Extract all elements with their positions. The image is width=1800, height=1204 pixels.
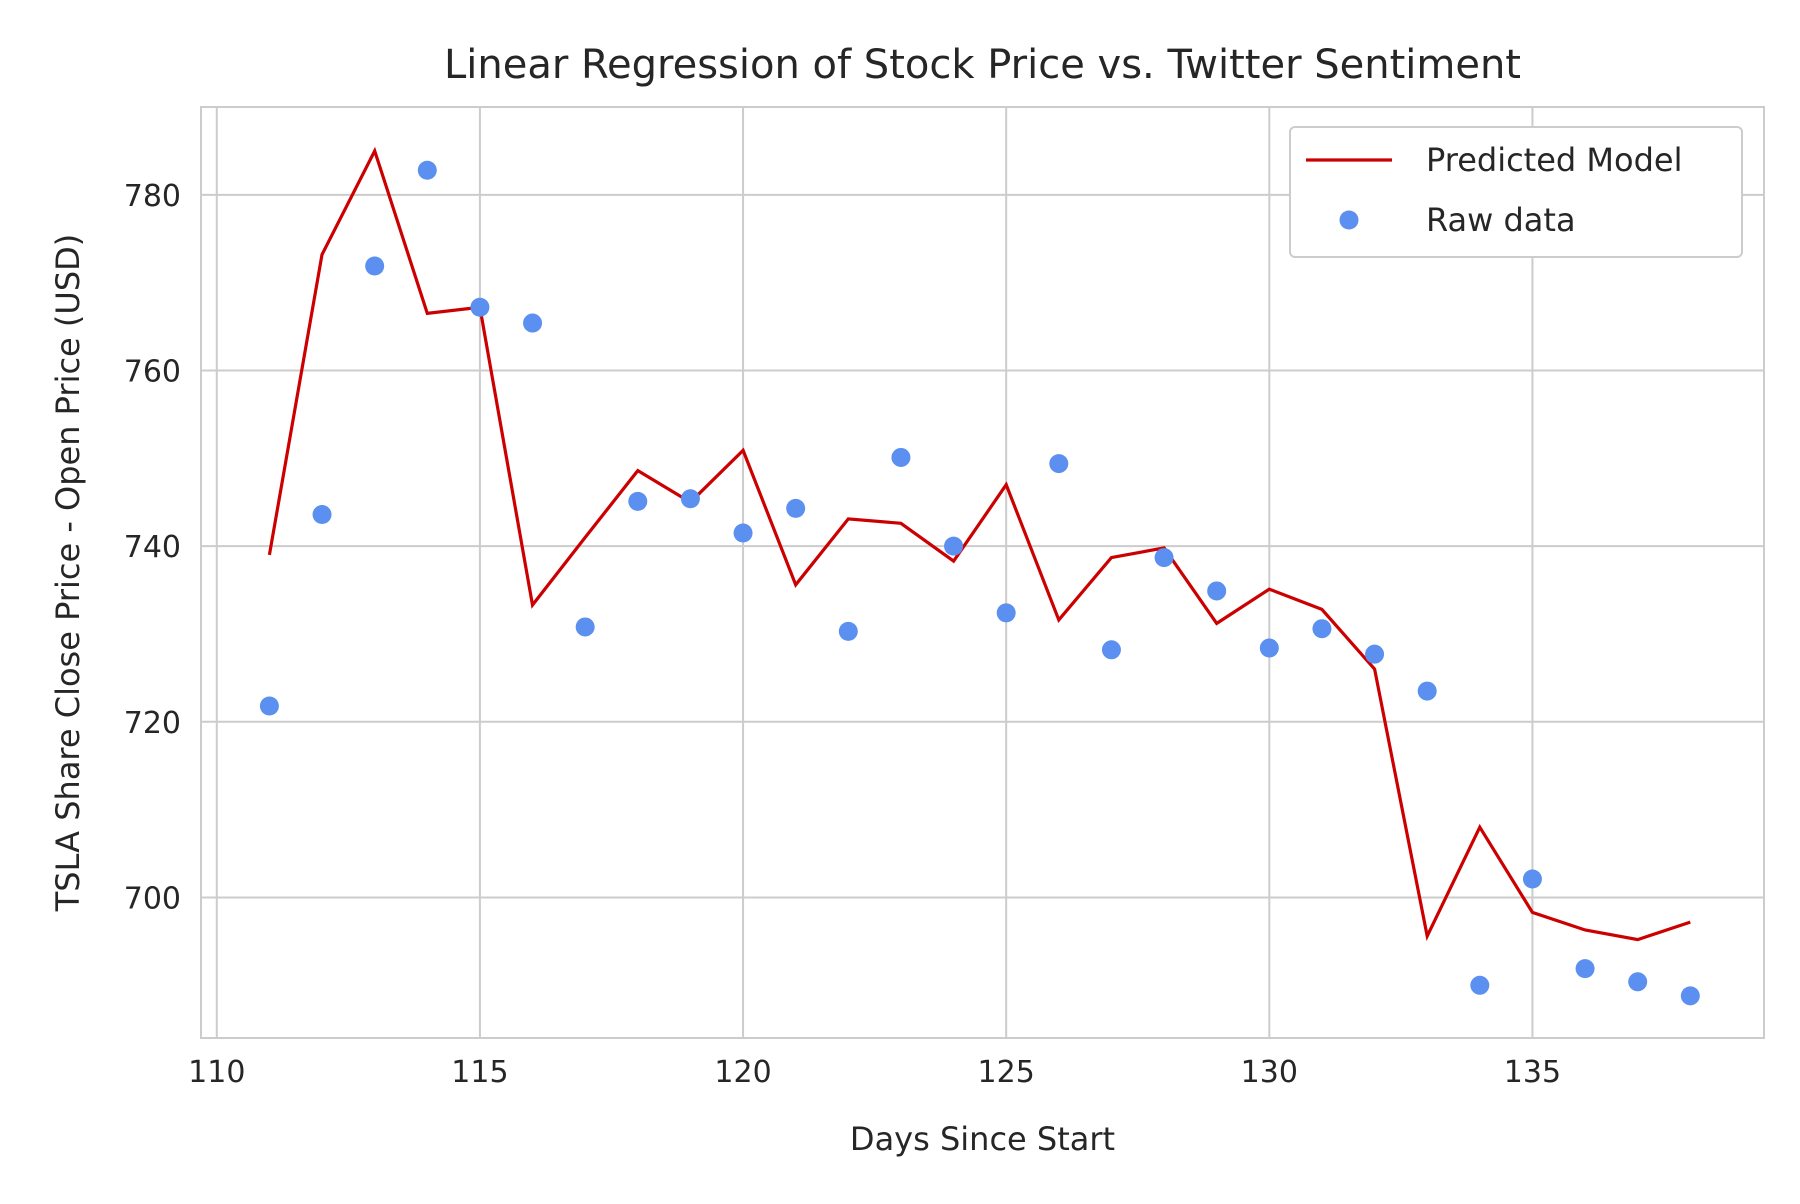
raw-data-point: [1365, 644, 1385, 664]
raw-data-point: [838, 621, 858, 641]
chart-title: Linear Regression of Stock Price vs. Twi…: [444, 42, 1521, 88]
y-tick-label: 700: [124, 881, 181, 916]
raw-data-point: [1522, 869, 1542, 889]
plot-frame: [200, 106, 1765, 1039]
y-tick-label: 740: [124, 530, 181, 565]
series-layer: [259, 146, 1700, 1006]
raw-data-point: [680, 489, 700, 509]
raw-data-point: [1207, 581, 1227, 601]
legend-dot-marker: [1339, 210, 1359, 230]
x-tick-label: 125: [978, 1055, 1035, 1090]
y-tick-label: 780: [124, 179, 181, 214]
raw-data-point: [1417, 681, 1437, 701]
raw-data-point: [365, 256, 385, 276]
y-tick-label: 760: [124, 354, 181, 389]
raw-data-point: [944, 536, 964, 556]
legend-label: Raw data: [1426, 201, 1576, 239]
raw-data-point: [1312, 619, 1332, 639]
raw-data-point: [417, 160, 437, 180]
raw-data-point: [259, 696, 279, 716]
raw-data-point: [470, 297, 490, 317]
raw-data-point: [1628, 972, 1648, 992]
predicted-model-line: [267, 146, 1691, 942]
raw-data-point: [733, 523, 753, 543]
raw-data-point: [786, 498, 806, 518]
raw-data-point: [312, 505, 332, 525]
x-tick-label: 110: [188, 1055, 245, 1090]
raw-data-point: [1470, 975, 1490, 995]
raw-data-point: [575, 617, 595, 637]
legend: Predicted Model Raw data: [1289, 126, 1743, 258]
raw-data-point: [996, 603, 1016, 623]
raw-data-point: [1575, 959, 1595, 979]
tick-labels: 110 115 120 125 130 135 700 720 740 760 780: [124, 179, 1561, 1090]
raw-data-point: [1101, 640, 1121, 660]
x-axis-label: Days Since Start: [850, 1120, 1115, 1158]
raw-data-point: [628, 491, 648, 511]
x-tick-label: 130: [1241, 1055, 1298, 1090]
raw-data-point: [1154, 548, 1174, 568]
x-tick-label: 120: [714, 1055, 771, 1090]
legend-label: Predicted Model: [1426, 141, 1682, 179]
raw-data-point: [1259, 638, 1279, 658]
raw-data-point: [523, 313, 543, 333]
raw-data-point: [891, 447, 911, 467]
y-tick-label: 720: [124, 706, 181, 741]
legend-box: [1289, 126, 1743, 258]
x-tick-label: 115: [451, 1055, 508, 1090]
raw-data-point: [1680, 986, 1700, 1006]
raw-data-point: [1049, 454, 1069, 474]
y-axis-label: TSLA Share Close Price - Open Price (USD…: [49, 234, 87, 913]
x-tick-label: 135: [1504, 1055, 1561, 1090]
